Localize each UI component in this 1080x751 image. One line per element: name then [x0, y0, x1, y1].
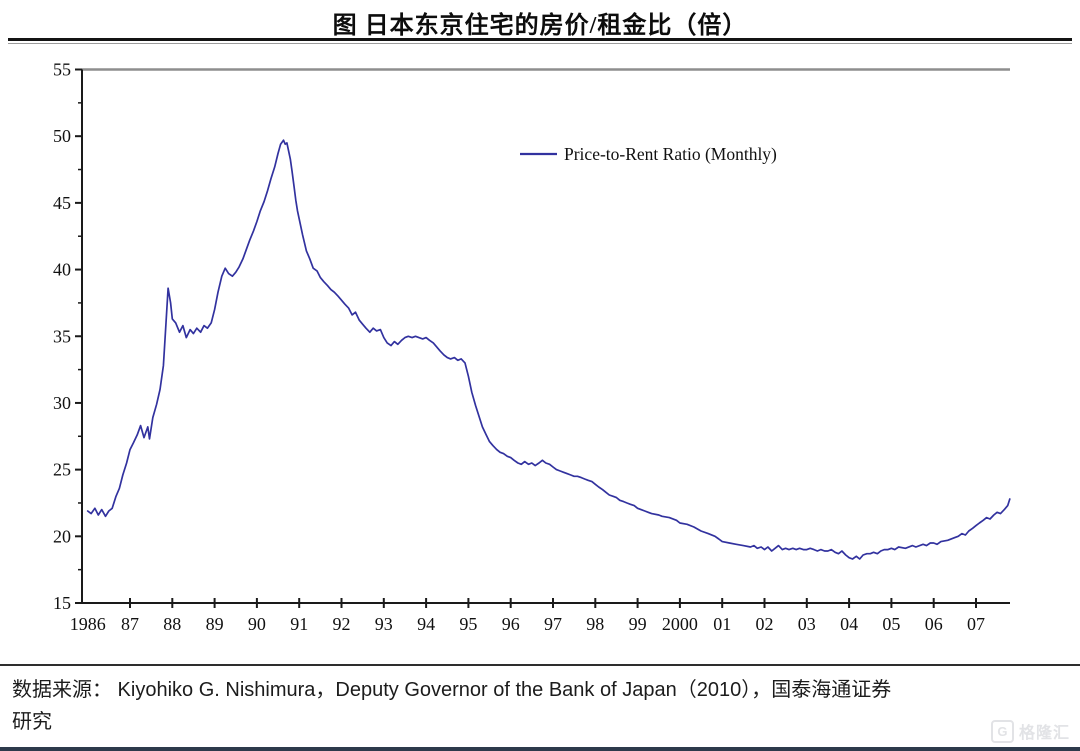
price-to-rent-line — [86, 139, 1011, 560]
x-tick-label: 96 — [502, 614, 520, 634]
y-tick-label: 45 — [53, 193, 71, 213]
gelonghui-watermark-text: 格隆汇 — [1018, 725, 1070, 742]
x-tick-label: 07 — [967, 614, 985, 634]
x-tick-label: 97 — [544, 614, 562, 634]
source-divider — [0, 664, 1080, 666]
x-tick-label: 2000 — [662, 614, 698, 634]
chart-canvas: 15 20 25 30 35 40 45 50 55 1986 87 88 89 90 91 92 93 94 95… — [53, 60, 1011, 634]
title-divider — [8, 38, 1072, 44]
y-tick-label: 25 — [53, 460, 71, 480]
bottom-bar — [0, 747, 1080, 751]
x-tick-label: 04 — [840, 614, 858, 634]
x-tick-label: 90 — [248, 614, 266, 634]
y-tick-label: 40 — [53, 260, 71, 280]
page-title: 图 日本东京住宅的房价/租金比（倍） — [332, 13, 748, 39]
y-tick-label: 35 — [53, 326, 71, 346]
x-tick-label: 02 — [756, 614, 774, 634]
x-tick-label: 95 — [459, 614, 477, 634]
gelonghui-logo-icon: G — [990, 719, 1014, 743]
y-tick-label: 50 — [53, 126, 71, 146]
x-tick-label: 05 — [882, 614, 900, 634]
legend-label: Price-to-Rent Ratio (Monthly) — [564, 144, 777, 164]
y-tick-label: 55 — [53, 60, 71, 80]
x-tick-label: 03 — [798, 614, 816, 634]
x-tick-label: 98 — [586, 614, 604, 634]
x-tick-label: 88 — [163, 614, 181, 634]
x-tick-label: 01 — [713, 614, 731, 634]
gelonghui-watermark: G 格隆汇 — [990, 719, 1070, 743]
x-tick-label: 99 — [629, 614, 647, 634]
x-tick-label: 1986 — [70, 614, 106, 634]
x-tick-label: 06 — [925, 614, 943, 634]
x-tick-label: 87 — [121, 614, 139, 634]
x-tick-label: 92 — [333, 614, 351, 634]
x-tick-label: 91 — [290, 614, 308, 634]
data-source-text: 数据来源： Kiyohiko G. Nishimura，Deputy Gover… — [12, 679, 892, 733]
y-tick-label: 20 — [53, 526, 71, 546]
y-tick-label: 15 — [53, 593, 71, 613]
y-tick-label: 30 — [53, 393, 71, 413]
x-tick-label: 89 — [206, 614, 224, 634]
x-tick-label: 93 — [375, 614, 393, 634]
price-to-rent-chart: 15 20 25 30 35 40 45 50 55 1986 87 88 89 90 91 92 93 94 95… — [0, 44, 1080, 664]
x-tick-label: 94 — [417, 614, 435, 634]
